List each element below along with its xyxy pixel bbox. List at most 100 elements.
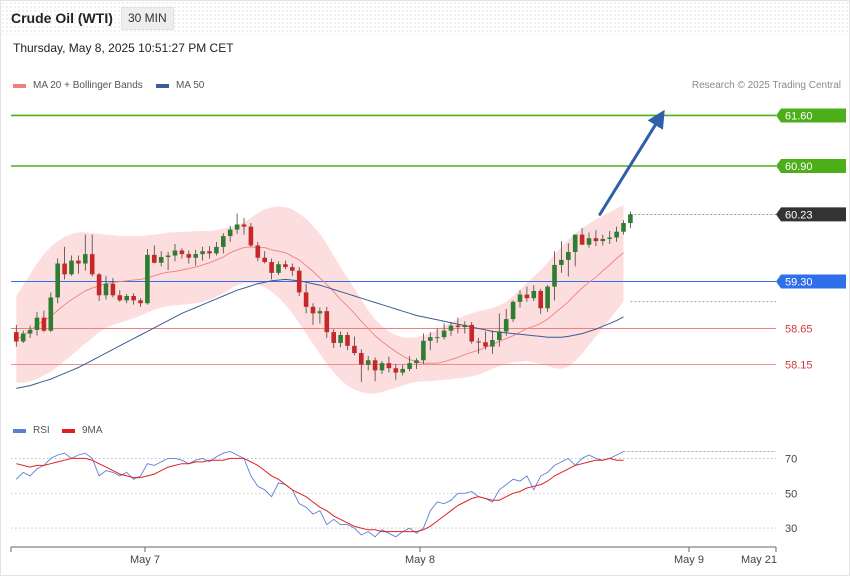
candle-body <box>20 333 26 342</box>
candle <box>124 293 129 304</box>
candle-body <box>586 238 592 245</box>
candlesticks <box>14 211 633 382</box>
bollinger-band-area <box>16 205 624 394</box>
interval-badge[interactable]: 30 MIN <box>121 7 174 30</box>
candle <box>172 244 178 262</box>
candle <box>531 285 537 302</box>
candle <box>20 330 26 343</box>
candle <box>386 356 392 373</box>
candle <box>138 298 143 307</box>
candle <box>317 307 323 324</box>
candle <box>407 355 412 372</box>
candle-body <box>503 319 509 332</box>
candle-body <box>165 255 171 257</box>
legend-ma50-swatch <box>156 83 169 88</box>
candle <box>338 331 343 348</box>
candle-body <box>41 317 47 331</box>
candle <box>586 232 592 248</box>
candle <box>145 249 150 305</box>
candle <box>393 363 399 380</box>
candle-body <box>290 267 295 271</box>
candle-body <box>138 300 143 304</box>
candle-body <box>469 324 474 342</box>
level-label-60.90: 60.90 <box>785 161 813 173</box>
candle <box>214 241 219 256</box>
candle <box>200 246 205 261</box>
candle <box>524 286 530 302</box>
price-level-tags: 61.60 60.90 60.23 59.30 58.65 58.15 <box>776 108 846 372</box>
candle-body <box>462 324 468 328</box>
candle-body <box>400 368 405 373</box>
legend-rsi: RSI <box>13 425 50 436</box>
candle-body <box>441 330 447 338</box>
candle <box>434 328 440 343</box>
candle-body <box>62 263 67 275</box>
rsi-line <box>15 451 624 538</box>
candle <box>566 243 571 277</box>
candle <box>152 245 157 264</box>
candle <box>248 223 254 247</box>
candle-body <box>448 325 454 331</box>
candle <box>462 321 468 334</box>
candle-body <box>414 360 419 364</box>
candle-body <box>490 340 495 347</box>
candle-body <box>276 264 281 273</box>
candle-body <box>331 332 336 343</box>
chart-timestamp: Thursday, May 8, 2025 10:51:27 PM CET <box>13 41 234 55</box>
candle-body <box>214 246 219 254</box>
candle-body <box>103 283 109 296</box>
candle <box>593 230 599 247</box>
level-tag-61.60 <box>776 108 846 123</box>
legend-ma50-label: MA 50 <box>176 80 205 91</box>
candle <box>283 260 288 270</box>
candle-body <box>345 335 350 346</box>
legend-rsi-label: RSI <box>33 425 50 436</box>
candle <box>55 258 60 304</box>
candle-body <box>593 238 599 242</box>
candle <box>448 322 454 336</box>
level-label-59.30: 59.30 <box>785 277 813 289</box>
candle-body <box>89 254 95 275</box>
candle-body <box>552 264 557 287</box>
candle-body <box>483 342 488 347</box>
candle-body <box>221 236 226 247</box>
candle <box>234 213 240 234</box>
rsi-panel: 30 50 70 <box>11 451 797 538</box>
candle-body <box>393 368 399 373</box>
candle-body <box>34 317 40 330</box>
candle <box>483 331 488 350</box>
legend-9ma: 9MA <box>62 425 103 436</box>
candle-body <box>559 259 564 265</box>
candle-body <box>69 260 74 275</box>
candle-body <box>379 363 385 371</box>
legend-9ma-swatch <box>62 428 75 433</box>
candle-body <box>186 254 192 258</box>
candle <box>421 333 426 364</box>
candle-body <box>572 234 578 252</box>
target-arrow <box>598 109 665 216</box>
level-tag-59.30 <box>776 274 846 289</box>
candle <box>365 355 371 371</box>
candle <box>34 311 40 336</box>
candle-body <box>193 254 198 258</box>
candle <box>372 357 378 382</box>
candle <box>255 241 261 262</box>
candle <box>110 277 116 298</box>
legend-ma20-label: MA 20 + Bollinger Bands <box>33 80 143 91</box>
candle-body <box>607 237 612 239</box>
candle-body <box>517 294 523 302</box>
candle-body <box>158 257 164 263</box>
candle-body <box>283 264 288 268</box>
rsi-tick-label-70: 70 <box>785 453 797 465</box>
time-tick-label: May 9 <box>674 554 704 566</box>
candle-body <box>255 245 261 258</box>
candle <box>352 336 357 356</box>
candle <box>227 225 233 242</box>
candle <box>41 310 47 333</box>
candle <box>269 258 274 280</box>
candle <box>83 234 88 271</box>
candle-body <box>55 263 60 298</box>
candle <box>179 248 185 259</box>
candle-body <box>207 251 212 254</box>
